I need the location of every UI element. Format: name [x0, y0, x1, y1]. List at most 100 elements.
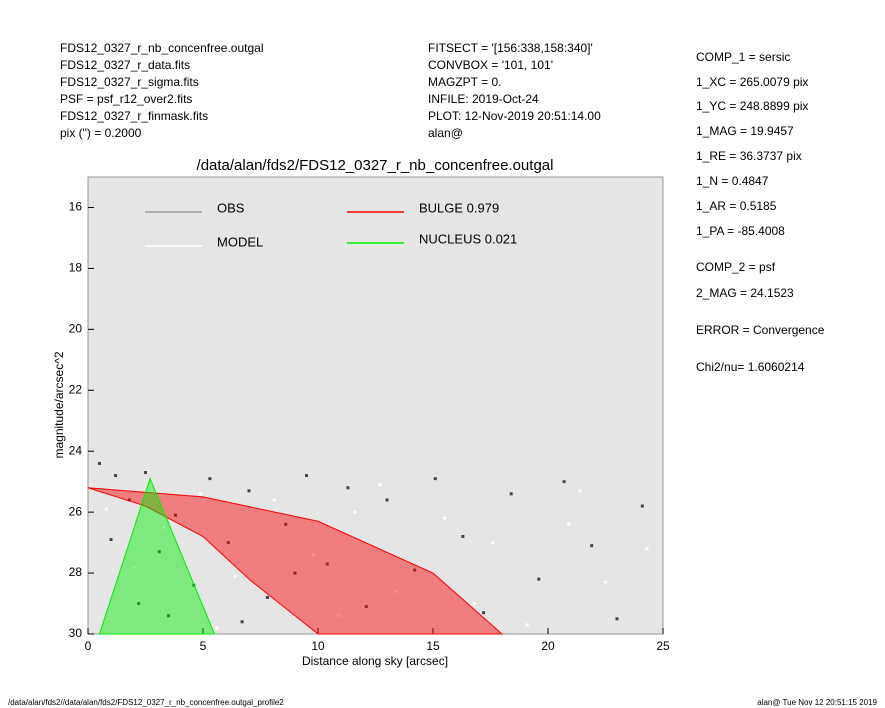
data-point [226, 541, 230, 545]
fit-parameter: 1_PA = -85.4008 [696, 224, 785, 238]
data-point [215, 626, 219, 630]
x-tick-label: 20 [541, 639, 555, 653]
y-tick-label: 18 [69, 261, 83, 275]
y-tick-label: 24 [69, 443, 83, 457]
fit-parameter: COMP_2 = psf [696, 260, 776, 274]
y-tick-label: 30 [69, 626, 83, 640]
data-point [337, 614, 341, 618]
fit-parameter: ERROR = Convergence [696, 323, 825, 337]
y-tick-label: 26 [69, 504, 83, 518]
data-point [346, 486, 350, 490]
header-line: FITSECT = '[156:338,158:340]' [428, 41, 593, 55]
data-point [325, 562, 329, 566]
y-tick-label: 16 [69, 200, 83, 214]
data-point [482, 611, 486, 615]
fit-parameter: 1_XC = 265.0079 pix [696, 75, 808, 89]
legend-label: BULGE 0.979 [419, 200, 499, 215]
data-point [413, 568, 417, 572]
data-point [284, 522, 288, 526]
data-point [472, 602, 476, 606]
data-point [114, 474, 118, 478]
x-tick-label: 10 [311, 639, 325, 653]
data-point [433, 477, 437, 481]
fit-parameter: 1_N = 0.4847 [696, 174, 769, 188]
y-tick-label: 28 [69, 565, 83, 579]
data-point [394, 589, 398, 593]
data-point [645, 547, 649, 551]
data-point [604, 580, 607, 584]
data-point [265, 595, 269, 599]
data-point [615, 617, 619, 621]
data-point [305, 474, 308, 478]
data-point [208, 477, 212, 481]
y-axis-label: magnitude/arcsec^2 [52, 351, 66, 458]
data-point [378, 483, 382, 487]
fit-parameter: 2_MAG = 24.1523 [696, 286, 794, 300]
model-region [98, 477, 216, 635]
footer-right: alan@ Tue Nov 12 20:51:15 2019 [757, 698, 877, 707]
data-point [157, 550, 161, 554]
data-point [167, 614, 170, 618]
model-region [87, 487, 504, 635]
data-point [233, 574, 237, 578]
data-point [364, 605, 368, 609]
fit-parameter: 1_RE = 36.3737 pix [696, 149, 802, 163]
data-point [162, 525, 166, 529]
data-point [144, 471, 147, 475]
data-point [567, 522, 571, 526]
header-line: alan@ [428, 126, 463, 140]
fit-parameter: Chi2/nu= 1.6060214 [696, 360, 805, 374]
header-line: PLOT: 12-Nov-2019 20:51:14.00 [428, 109, 601, 123]
header-line: PSF = psf_r12_over2.fits [60, 92, 192, 106]
header-line: CONVBOX = '101, 101' [428, 58, 553, 72]
data-point [109, 538, 113, 542]
x-tick-label: 25 [656, 639, 670, 653]
data-point [491, 541, 495, 545]
y-tick-label: 22 [69, 382, 83, 396]
data-point [353, 510, 357, 514]
data-point [590, 544, 594, 548]
data-point [240, 620, 244, 624]
header-line: INFILE: 2019-Oct-24 [428, 92, 539, 106]
data-point [443, 516, 446, 520]
data-point [578, 489, 582, 493]
data-point [98, 461, 101, 465]
header-line: FDS12_0327_r_data.fits [60, 58, 190, 72]
data-point [640, 504, 644, 508]
data-point [127, 498, 131, 502]
data-point [311, 553, 315, 557]
header-line: FDS12_0327_r_finmask.fits [60, 109, 208, 123]
data-point [104, 507, 108, 511]
header-line: FDS12_0327_r_nb_concenfree.outgal [60, 41, 263, 55]
data-point [272, 498, 276, 502]
footer-left: /data/alan/fds2//data/alan/fds2/FDS12_03… [8, 698, 284, 707]
header-line: FDS12_0327_r_sigma.fits [60, 75, 199, 89]
header-line: pix (") = 0.2000 [60, 126, 142, 140]
x-axis-label: Distance along sky [arcsec] [302, 654, 448, 668]
data-point [199, 492, 203, 496]
data-point [509, 492, 513, 496]
data-point [137, 602, 141, 606]
data-point [461, 535, 465, 539]
data-point [247, 489, 251, 493]
data-point [562, 480, 566, 484]
fit-parameter: 1_YC = 248.8899 pix [696, 99, 808, 113]
plot-title: /data/alan/fds2/FDS12_0327_r_nb_concenfr… [197, 157, 554, 174]
legend-label: OBS [217, 200, 245, 215]
x-tick-label: 0 [85, 639, 92, 653]
x-tick-label: 15 [426, 639, 440, 653]
header-line: MAGZPT = 0. [428, 75, 501, 89]
x-tick-label: 5 [200, 639, 207, 653]
legend-label: MODEL [217, 234, 263, 249]
plot-area [87, 176, 664, 635]
fit-parameter: COMP_1 = sersic [696, 50, 790, 64]
data-point [537, 577, 541, 581]
data-point [173, 513, 177, 517]
legend-label: NUCLEUS 0.021 [419, 231, 517, 246]
fit-parameter: 1_MAG = 19.9457 [696, 124, 794, 138]
y-tick-label: 20 [69, 322, 83, 336]
data-point [293, 571, 297, 575]
fit-parameter: 1_AR = 0.5185 [696, 199, 777, 213]
data-point [385, 498, 389, 502]
